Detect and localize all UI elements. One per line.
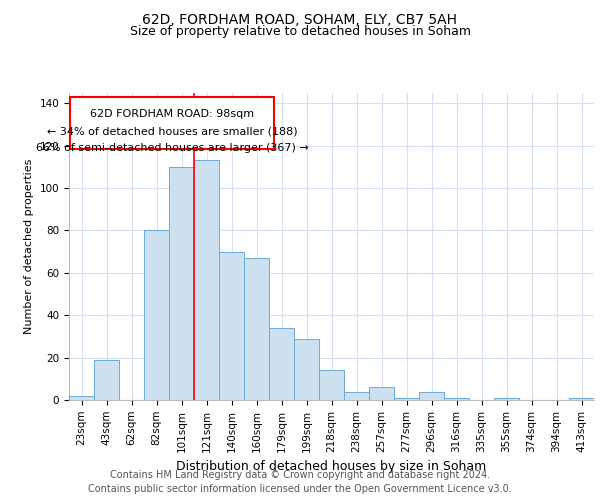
Text: Contains public sector information licensed under the Open Government Licence v3: Contains public sector information licen… bbox=[88, 484, 512, 494]
Bar bbox=[319, 370, 344, 400]
Bar bbox=[269, 328, 294, 400]
Y-axis label: Number of detached properties: Number of detached properties bbox=[24, 158, 34, 334]
Bar bbox=[494, 398, 519, 400]
Bar bbox=[94, 360, 119, 400]
Bar bbox=[69, 396, 94, 400]
Text: Size of property relative to detached houses in Soham: Size of property relative to detached ho… bbox=[130, 25, 470, 38]
Bar bbox=[294, 338, 319, 400]
FancyBboxPatch shape bbox=[70, 96, 274, 148]
Bar bbox=[444, 398, 469, 400]
Text: 62D FORDHAM ROAD: 98sqm: 62D FORDHAM ROAD: 98sqm bbox=[90, 110, 254, 120]
Bar bbox=[569, 398, 594, 400]
Bar bbox=[219, 252, 244, 400]
Text: 66% of semi-detached houses are larger (367) →: 66% of semi-detached houses are larger (… bbox=[36, 144, 308, 154]
Bar bbox=[394, 398, 419, 400]
Bar bbox=[369, 388, 394, 400]
Bar bbox=[194, 160, 219, 400]
Bar bbox=[169, 166, 194, 400]
Text: Contains HM Land Registry data © Crown copyright and database right 2024.: Contains HM Land Registry data © Crown c… bbox=[110, 470, 490, 480]
Bar bbox=[244, 258, 269, 400]
Bar bbox=[344, 392, 369, 400]
X-axis label: Distribution of detached houses by size in Soham: Distribution of detached houses by size … bbox=[176, 460, 487, 473]
Text: ← 34% of detached houses are smaller (188): ← 34% of detached houses are smaller (18… bbox=[47, 126, 298, 136]
Bar bbox=[419, 392, 444, 400]
Text: 62D, FORDHAM ROAD, SOHAM, ELY, CB7 5AH: 62D, FORDHAM ROAD, SOHAM, ELY, CB7 5AH bbox=[143, 12, 458, 26]
Bar bbox=[144, 230, 169, 400]
